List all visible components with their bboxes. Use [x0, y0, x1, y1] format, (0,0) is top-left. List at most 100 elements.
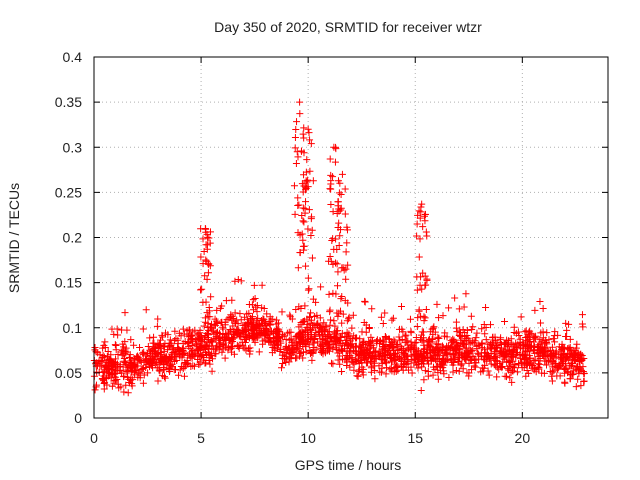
data-point — [564, 367, 572, 375]
data-point — [344, 261, 352, 269]
data-point — [536, 357, 544, 365]
data-point — [306, 313, 314, 321]
data-point — [293, 341, 301, 349]
data-point — [215, 346, 223, 354]
data-point — [401, 355, 409, 363]
data-point — [415, 207, 423, 215]
data-point — [539, 334, 547, 342]
data-point — [329, 360, 337, 368]
data-point — [216, 304, 224, 312]
data-point — [420, 317, 428, 325]
data-point — [204, 330, 212, 338]
data-point — [206, 313, 214, 321]
data-point — [381, 309, 389, 317]
y-tick-label: 0.1 — [63, 320, 83, 336]
data-point — [386, 335, 394, 343]
data-point — [355, 367, 363, 375]
data-point — [453, 340, 461, 348]
data-point — [303, 335, 311, 343]
data-point — [350, 360, 358, 368]
data-point — [462, 356, 470, 364]
data-point — [381, 347, 389, 355]
data-point — [289, 345, 297, 353]
data-point — [309, 336, 317, 344]
data-point — [562, 354, 570, 362]
data-point — [461, 333, 469, 341]
data-point — [309, 177, 317, 185]
data-point — [533, 349, 541, 357]
data-point — [566, 335, 574, 343]
data-point — [207, 293, 215, 301]
data-point — [231, 318, 239, 326]
data-point — [299, 217, 307, 225]
data-point — [257, 322, 265, 330]
data-point — [143, 360, 151, 368]
data-point — [219, 345, 227, 353]
data-point — [199, 260, 207, 268]
data-point — [543, 329, 551, 337]
data-point — [447, 355, 455, 363]
data-point — [279, 359, 287, 367]
data-point — [448, 357, 456, 365]
data-point — [252, 325, 260, 333]
data-point — [449, 361, 457, 369]
data-point — [521, 328, 529, 336]
data-point — [305, 206, 313, 214]
data-point — [339, 355, 347, 363]
data-point — [527, 329, 535, 337]
data-point — [112, 341, 120, 349]
data-point — [434, 375, 442, 383]
data-point — [400, 360, 408, 368]
data-point — [204, 319, 212, 327]
data-point — [306, 136, 314, 144]
data-point — [139, 325, 147, 333]
data-point — [461, 344, 469, 352]
data-point — [327, 334, 335, 342]
data-point — [333, 282, 341, 290]
data-point — [413, 232, 421, 240]
data-point — [345, 330, 353, 338]
data-point — [512, 339, 520, 347]
data-point — [513, 368, 521, 376]
data-point — [168, 363, 176, 371]
data-point — [334, 224, 342, 232]
data-point — [574, 375, 582, 383]
data-point — [337, 307, 345, 315]
data-point — [307, 140, 315, 148]
data-point — [165, 355, 173, 363]
data-point — [175, 329, 183, 337]
data-point — [423, 276, 431, 284]
data-point — [325, 344, 333, 352]
data-point — [367, 368, 375, 376]
data-point — [335, 189, 343, 197]
data-point — [343, 317, 351, 325]
data-point — [101, 338, 109, 346]
data-point — [469, 346, 477, 354]
data-point — [402, 331, 410, 339]
data-point — [252, 303, 260, 311]
x-tick-label: 15 — [407, 430, 423, 446]
data-point — [326, 155, 334, 163]
data-point — [196, 360, 204, 368]
data-point — [332, 290, 340, 298]
data-point — [265, 338, 273, 346]
data-point — [393, 363, 401, 371]
data-point — [241, 325, 249, 333]
data-point — [455, 367, 463, 375]
data-point — [334, 356, 342, 364]
data-point — [327, 171, 335, 179]
data-point — [273, 316, 281, 324]
data-point — [268, 315, 276, 323]
data-point — [245, 300, 253, 308]
data-point — [131, 371, 139, 379]
data-point — [301, 302, 309, 310]
data-point — [326, 308, 334, 316]
data-point — [112, 364, 120, 372]
data-point — [474, 349, 482, 357]
data-point — [302, 262, 310, 270]
data-point — [355, 347, 363, 355]
data-point — [330, 143, 338, 151]
data-point — [142, 306, 150, 314]
data-point — [300, 218, 308, 226]
data-point — [534, 363, 542, 371]
